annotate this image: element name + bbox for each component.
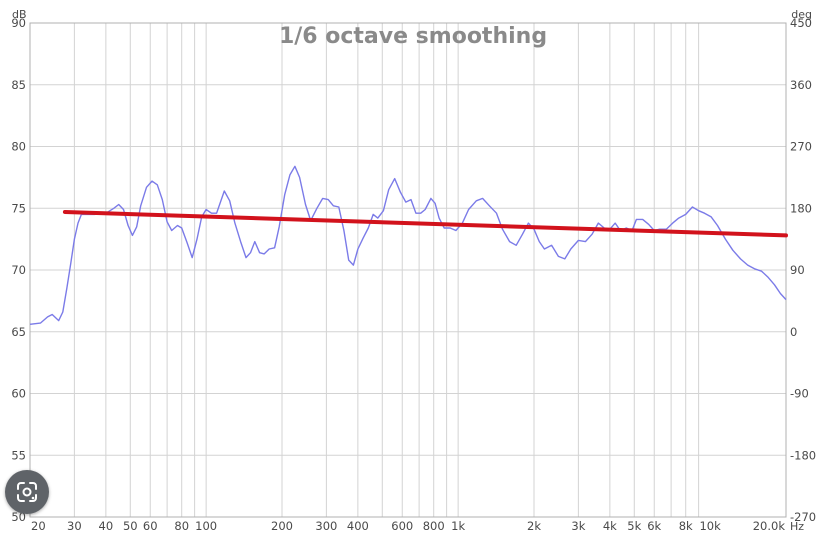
y-tick-label: 85 <box>11 78 26 92</box>
y2-tick-label: 450 <box>790 16 812 30</box>
plot-border <box>29 22 787 518</box>
x-tick-label: 2k <box>527 519 541 533</box>
y-tick-label: 70 <box>11 263 26 277</box>
y2-tick-label: 360 <box>790 78 812 92</box>
x-tick-label: 20 <box>31 519 46 533</box>
x-tick-label: 1k <box>451 519 465 533</box>
x-tick-label: 400 <box>347 519 369 533</box>
y2-tick-label: 0 <box>790 325 797 339</box>
series-layer <box>29 165 788 325</box>
x-axis-label: Hz <box>790 520 804 533</box>
x-tick-label: 100 <box>195 519 217 533</box>
y2-tick-label: -180 <box>790 448 816 462</box>
x-tick-label: 50 <box>123 519 138 533</box>
chart-title: 1/6 octave smoothing <box>279 24 547 49</box>
x-tick-label: 5k <box>627 519 641 533</box>
x-tick-label: 4k <box>603 519 617 533</box>
y-tick-label: 80 <box>11 140 26 154</box>
y-tick-label: 75 <box>11 201 26 215</box>
y-tick-label: 90 <box>11 16 26 30</box>
x-tick-label: 600 <box>391 519 413 533</box>
google-lens-button[interactable] <box>5 470 49 514</box>
y2-tick-label: -90 <box>790 387 809 401</box>
google-lens-icon <box>17 482 37 502</box>
y2-tick-label: 270 <box>790 140 812 154</box>
x-tick-label: 8k <box>679 519 693 533</box>
x-tick-label: 80 <box>174 519 189 533</box>
response-series-line <box>29 165 787 325</box>
y2-tick-label: 180 <box>790 201 812 215</box>
x-tick-label: 60 <box>143 519 158 533</box>
y2-tick-label: -270 <box>790 510 816 524</box>
y-tick-label: 65 <box>11 325 26 339</box>
x-tick-label: 40 <box>99 519 114 533</box>
y2-axis-label: deg <box>791 8 812 21</box>
trend-series-line <box>62 210 788 238</box>
x-tick-label: 800 <box>423 519 445 533</box>
x-tick-label: 300 <box>315 519 337 533</box>
x-tick-label: 30 <box>67 519 82 533</box>
y-tick-label: 60 <box>11 387 26 401</box>
y-axis-label: dB <box>12 8 27 21</box>
tick-labels: 90 85 80 75 70 65 60 55 50 450 360 270 180 90 0 -90 -180… <box>11 16 816 533</box>
x-tick-label: 200 <box>271 519 293 533</box>
y2-tick-label: 90 <box>790 263 805 277</box>
x-tick-label: 3k <box>571 519 585 533</box>
x-tick-label: 20.0k <box>753 519 786 533</box>
y-tick-label: 55 <box>11 448 26 462</box>
x-tick-label: 10k <box>699 519 721 533</box>
x-tick-label: 6k <box>647 519 661 533</box>
